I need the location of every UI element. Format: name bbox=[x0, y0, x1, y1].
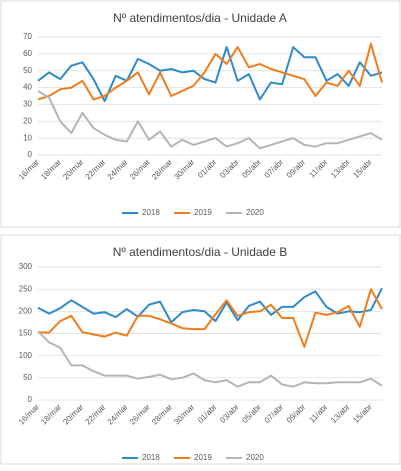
y-tick-label: 200 bbox=[19, 306, 33, 315]
series-line bbox=[37, 330, 383, 388]
y-tick-label: 10 bbox=[23, 133, 32, 142]
y-tick-label: 150 bbox=[19, 329, 33, 338]
x-tick-label: 07/abr bbox=[263, 402, 286, 425]
y-tick-label: 0 bbox=[28, 150, 33, 159]
y-tick-label: 100 bbox=[19, 351, 33, 360]
legend-label: 2020 bbox=[246, 208, 264, 217]
x-tick-label: 07/abr bbox=[263, 157, 286, 180]
x-tick-label: 24/mar bbox=[106, 157, 130, 181]
x-tick-label: 20/mar bbox=[61, 157, 85, 181]
x-tick-label: 05/abr bbox=[240, 157, 263, 180]
x-tick-label: 11/abr bbox=[307, 157, 329, 179]
x-tick-label: 28/mar bbox=[150, 157, 174, 181]
x-tick-label: 18/mar bbox=[39, 157, 63, 181]
y-tick-label: 70 bbox=[23, 32, 32, 41]
x-tick-label: 05/abr bbox=[240, 402, 263, 425]
x-tick-label: 01/abr bbox=[196, 402, 219, 425]
y-tick-label: 50 bbox=[23, 373, 32, 382]
legend-label: 2018 bbox=[142, 453, 160, 462]
legend-label: 2019 bbox=[194, 453, 212, 462]
y-tick-label: 0 bbox=[28, 395, 33, 404]
x-tick-label: 22/mar bbox=[84, 157, 108, 181]
x-tick-label: 11/abr bbox=[307, 402, 329, 424]
legend-label: 2018 bbox=[142, 208, 160, 217]
y-tick-label: 30 bbox=[23, 100, 32, 109]
series-line bbox=[37, 42, 383, 101]
x-tick-label: 13/abr bbox=[329, 402, 352, 425]
x-tick-label: 24/mar bbox=[106, 402, 130, 426]
x-tick-label: 03/abr bbox=[218, 157, 241, 180]
x-tick-label: 15/abr bbox=[351, 157, 374, 180]
x-tick-label: 30/mar bbox=[172, 157, 196, 181]
series-line bbox=[37, 90, 383, 150]
y-tick-label: 250 bbox=[19, 284, 33, 293]
series-line bbox=[37, 287, 383, 324]
legend-label: 2020 bbox=[246, 453, 264, 462]
x-tick-label: 16/mar bbox=[17, 402, 41, 426]
x-tick-label: 30/mar bbox=[172, 402, 196, 426]
chart-title: Nº atendimentos/dia - Unidade B bbox=[113, 245, 287, 259]
x-tick-label: 16/mar bbox=[17, 157, 41, 181]
y-tick-label: 50 bbox=[23, 66, 32, 75]
x-tick-label: 20/mar bbox=[61, 402, 85, 426]
x-tick-label: 15/abr bbox=[351, 402, 374, 425]
x-tick-label: 26/mar bbox=[128, 157, 152, 181]
x-tick-label: 22/mar bbox=[84, 402, 108, 426]
chart-title: Nº atendimentos/dia - Unidade A bbox=[113, 11, 287, 25]
chart-frame bbox=[0, 234, 401, 465]
x-tick-label: 03/abr bbox=[218, 402, 241, 425]
x-tick-label: 18/mar bbox=[39, 402, 63, 426]
y-tick-label: 300 bbox=[19, 262, 33, 271]
x-tick-label: 26/mar bbox=[128, 402, 152, 426]
series-line bbox=[37, 288, 383, 348]
chart-frame bbox=[0, 0, 401, 228]
y-tick-label: 20 bbox=[23, 116, 32, 125]
y-tick-label: 60 bbox=[23, 49, 32, 58]
series-line bbox=[37, 46, 383, 103]
y-tick-label: 40 bbox=[23, 83, 32, 92]
x-tick-label: 09/abr bbox=[285, 157, 308, 180]
x-tick-label: 09/abr bbox=[285, 402, 308, 425]
x-tick-label: 28/mar bbox=[150, 402, 174, 426]
legend-label: 2019 bbox=[194, 208, 212, 217]
x-tick-label: 13/abr bbox=[329, 157, 352, 180]
x-tick-label: 01/abr bbox=[196, 157, 219, 180]
